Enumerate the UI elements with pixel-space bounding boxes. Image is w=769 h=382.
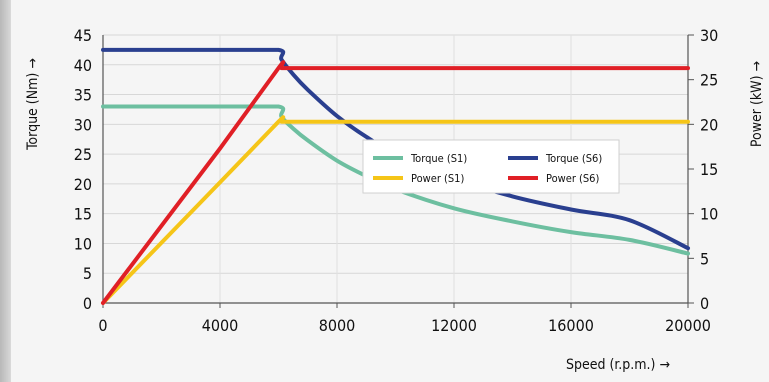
y-left-tick-label: 20 [74,175,92,194]
y-left-tick-label: 10 [74,234,92,253]
x-tick-label: 20000 [665,316,711,335]
x-tick-label: 4000 [202,316,239,335]
y-right-tick-label: 30 [700,26,718,45]
legend-label: Torque (S1) [410,152,467,165]
y-right-tick-label: 10 [700,205,718,224]
x-axis-label: Speed (r.p.m.) → [566,357,670,373]
y-right-tick-label: 15 [700,160,718,179]
y-left-tick-label: 5 [83,264,92,283]
series-line-power-s1 [101,115,690,305]
y-right-tick-label: 5 [700,249,709,268]
y-left-tick-label: 15 [74,205,92,224]
legend-box [362,139,620,194]
series-line-power-s6 [101,60,690,305]
x-tick-label: 12000 [431,316,477,335]
x-tick-label: 0 [98,316,107,335]
legend-label: Power (S1) [411,172,464,185]
y-right-tick-label: 0 [700,294,709,313]
y-left-tick-label: 0 [83,294,92,313]
y-left-tick-label: 45 [74,26,92,45]
y-left-tick-label: 25 [74,145,92,164]
left-edge-band [0,0,11,382]
y-right-tick-label: 20 [700,115,718,134]
x-tick-label: 16000 [548,316,594,335]
legend-label: Power (S6) [546,172,599,185]
legend: Torque (S1) Torque (S6) Power (S1) Power (S… [362,139,620,194]
y-left-tick-label: 40 [74,56,92,75]
y-axis-right-label: Power (kW) → [749,61,765,147]
legend-label: Torque (S6) [545,152,602,165]
y-right-tick-label: 25 [700,71,718,90]
y-left-tick-label: 30 [74,115,92,134]
y-left-tick-label: 35 [74,86,92,105]
grid [103,34,688,303]
y-axis-left-label: Torque (Nm) → [25,58,41,151]
axes: 0 5 10 15 20 25 30 35 40 45 0 5 10 15 20 25 30 0 4000 8000 1… [74,26,719,335]
x-tick-label: 8000 [319,316,356,335]
